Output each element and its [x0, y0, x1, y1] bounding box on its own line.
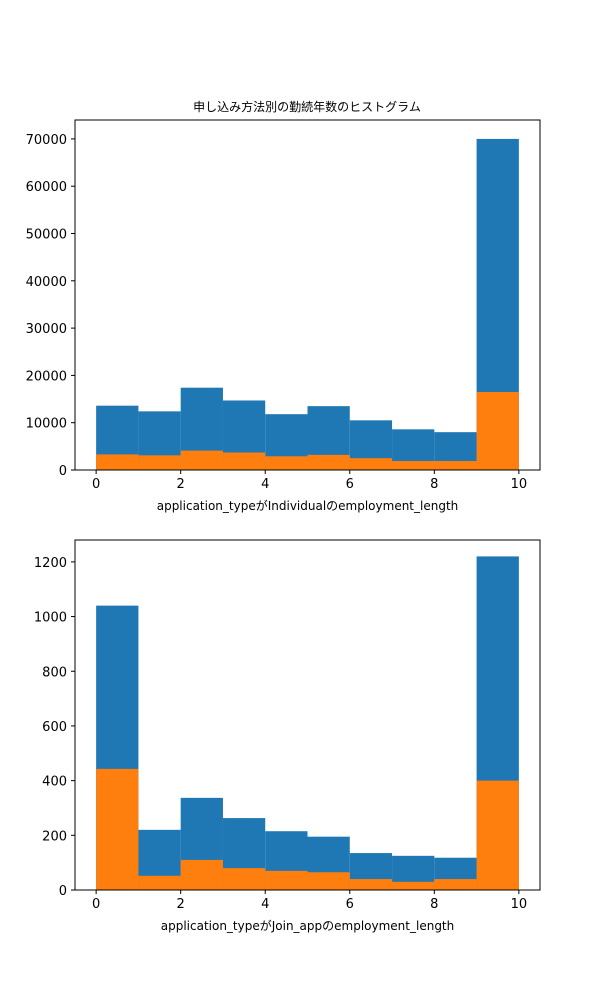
hist-bar-series1-bin7	[392, 461, 435, 470]
y-tick-label: 10000	[26, 417, 67, 432]
y-tick-label: 60000	[26, 180, 67, 195]
hist-bar-series1-bin3	[222, 868, 266, 890]
y-tick-label: 50000	[26, 228, 67, 243]
hist-bar-series1-bin0	[96, 454, 139, 470]
hist-bar-series1-bin5	[307, 454, 350, 470]
y-tick-label: 0	[59, 884, 67, 899]
x-tick-label: 10	[511, 897, 528, 912]
hist-bar-series1-bin0	[96, 768, 139, 890]
x-tick-label: 10	[511, 477, 528, 492]
x-tick-label: 6	[346, 477, 354, 492]
hist-bar-series1-bin4	[265, 870, 308, 890]
histogram-panel-individual: 0 2 4 6 8 10 0 10000 20000 30000 40000 50000 60000 70…	[26, 119, 541, 513]
y-tick-label: 20000	[26, 369, 67, 384]
hist-bar-series1-bin8	[434, 461, 477, 470]
hist-bar-series1-bin6	[349, 879, 393, 890]
y-tick-label: 30000	[26, 322, 67, 337]
figure-title: 申し込み方法別の勤続年数のヒストグラム	[193, 99, 421, 114]
hist-bar-series1-bin2	[180, 450, 223, 470]
x-tick-label: 0	[92, 897, 100, 912]
x-tick-label: 8	[430, 477, 438, 492]
histogram-panel-join-app: 0 2 4 6 8 10 0 200 400 600 800 1000 1200 application_…	[34, 539, 541, 933]
y-tick-label: 800	[42, 665, 67, 680]
x-axis-label: application_typeがJoin_appのemployment_len…	[161, 918, 455, 933]
y-tick-label: 70000	[26, 133, 67, 148]
hist-bar-series1-bin5	[307, 872, 350, 890]
hist-bar-series1-bin7	[392, 881, 435, 890]
y-tick-label: 1000	[34, 611, 67, 626]
x-tick-label: 8	[430, 897, 438, 912]
x-tick-label: 6	[346, 897, 354, 912]
x-tick-label: 0	[92, 477, 100, 492]
hist-bar-series1-bin6	[349, 458, 393, 470]
hist-bar-series1-bin1	[138, 455, 181, 470]
y-tick-label: 40000	[26, 275, 67, 290]
axes-frame	[74, 119, 541, 471]
y-tick-label: 0	[59, 464, 67, 479]
x-tick-label: 2	[177, 477, 185, 492]
hist-bar-series1-bin1	[138, 875, 181, 890]
x-tick-label: 2	[177, 897, 185, 912]
y-tick-label: 600	[42, 720, 67, 735]
hist-bar-series1-bin9	[476, 780, 519, 890]
x-tick-label: 4	[261, 897, 269, 912]
y-tick-label: 200	[42, 829, 67, 844]
y-tick-label: 1200	[34, 556, 67, 571]
hist-bar-series1-bin4	[265, 456, 308, 470]
x-tick-label: 4	[261, 477, 269, 492]
hist-bar-series1-bin8	[434, 879, 477, 890]
hist-bar-series1-bin3	[222, 452, 266, 470]
hist-bar-series1-bin9	[476, 391, 519, 470]
axes-frame	[74, 539, 541, 891]
hist-bar-series1-bin2	[180, 859, 223, 890]
y-tick-label: 400	[42, 775, 67, 790]
x-axis-label: application_typeがIndividualのemployment_l…	[157, 498, 459, 513]
